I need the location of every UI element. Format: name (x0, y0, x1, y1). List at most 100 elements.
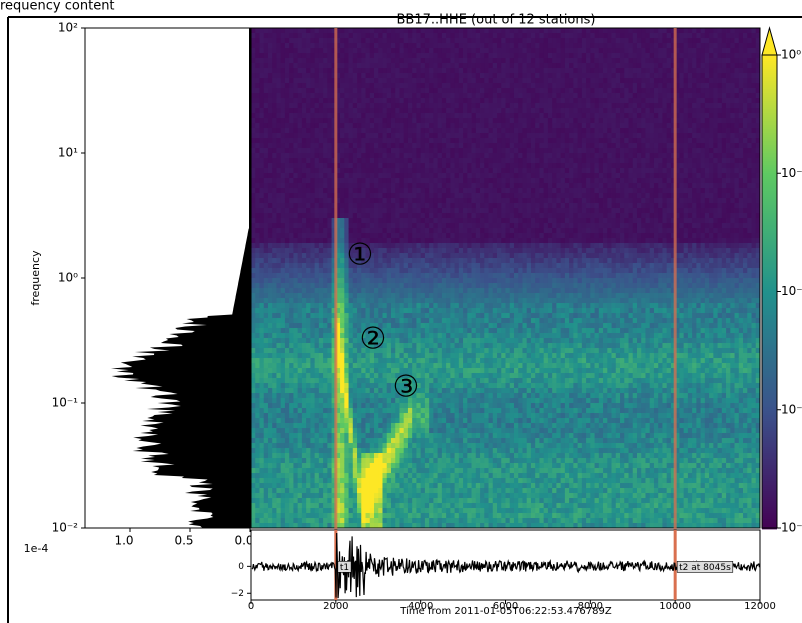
spectrogram-cell (391, 293, 396, 298)
spectrogram-cell (289, 338, 294, 343)
spectrogram-cell (251, 473, 256, 478)
spectrogram-cell (349, 153, 354, 158)
spectrogram-cell (395, 253, 400, 258)
spectrogram-cell (450, 263, 455, 268)
spectrogram-cell (404, 253, 409, 258)
spectrogram-cell (438, 493, 443, 498)
spectrogram-cell (370, 488, 375, 493)
spectrogram-cell (416, 458, 421, 463)
spectrogram-cell (450, 68, 455, 73)
spectrogram-cell (255, 378, 260, 383)
spectrogram-cell (450, 363, 455, 368)
spectrogram-cell (429, 493, 434, 498)
spectrogram-cell (408, 353, 413, 358)
spectrogram-cell (327, 393, 332, 398)
spectrogram-cell (391, 418, 396, 423)
spectrogram-cell (361, 73, 366, 78)
spectrogram-cell (370, 483, 375, 488)
spectrogram-cell (268, 468, 273, 473)
spectrogram-cell (446, 268, 451, 273)
spectrogram-cell (404, 443, 409, 448)
spectrogram-cell (353, 183, 358, 188)
spectrogram-cell (459, 208, 464, 213)
spectrogram-cell (255, 48, 260, 53)
spectrogram-cell (395, 473, 400, 478)
spectrogram-cell (306, 293, 311, 298)
spectrogram-cell (255, 203, 260, 208)
spectrogram-cell (382, 308, 387, 313)
spectrogram-cell (455, 103, 460, 108)
spectrogram-cell (255, 338, 260, 343)
spectrogram-cell (450, 473, 455, 478)
spectrogram-cell (310, 28, 315, 33)
spectrogram-cell (361, 493, 366, 498)
spectrogram-cell (281, 343, 286, 348)
spectrogram-cell (276, 108, 281, 113)
spectrogram-cell (302, 233, 307, 238)
spectrogram-cell (298, 233, 303, 238)
spectrogram-cell (404, 478, 409, 483)
spectrogram-cell (353, 88, 358, 93)
spectrogram-cell (302, 488, 307, 493)
spectrogram-cell (357, 153, 362, 158)
spectrogram-cell (319, 148, 324, 153)
spectrogram-cell (404, 58, 409, 63)
spectrogram-cell (459, 133, 464, 138)
spectrogram-cell (395, 148, 400, 153)
spectrogram-cell (353, 448, 358, 453)
spectrogram-cell (416, 288, 421, 293)
spectrogram-cell (438, 223, 443, 228)
spectrogram-cell (446, 173, 451, 178)
spectrogram-cell (361, 183, 366, 188)
spectrogram-cell (387, 438, 392, 443)
spectrogram-cell (366, 283, 371, 288)
spectrogram-cell (302, 443, 307, 448)
spectrogram-cell (281, 173, 286, 178)
spectrogram-cell (293, 143, 298, 148)
spectrogram-cell (340, 138, 345, 143)
spectrogram-cell (378, 218, 383, 223)
spectrogram-cell (255, 293, 260, 298)
spectrogram-cell (302, 198, 307, 203)
spectrogram-cell (433, 198, 438, 203)
spectrogram-cell (412, 183, 417, 188)
spectrogram-cell (450, 278, 455, 283)
spectrogram-cell (399, 408, 404, 413)
spectrogram-cell (416, 453, 421, 458)
spectrogram-cell (272, 398, 277, 403)
spectrogram-cell (327, 58, 332, 63)
spectrogram-cell (425, 183, 430, 188)
spectrogram-cell (391, 488, 396, 493)
spectrogram-cell (327, 213, 332, 218)
spectrogram-cell (315, 218, 320, 223)
spectrogram-cell (315, 468, 320, 473)
spectrogram-cell (315, 508, 320, 513)
spectrogram-cell (412, 408, 417, 413)
spectrogram-cell (327, 208, 332, 213)
spectrogram-cell (285, 398, 290, 403)
spectrogram-cell (327, 113, 332, 118)
spectrogram-cell (421, 333, 426, 338)
spectrogram-cell (264, 458, 269, 463)
spectrogram-cell (344, 273, 349, 278)
spectrogram-cell (276, 288, 281, 293)
spectrogram-cell (387, 468, 392, 473)
spectrogram-cell (421, 73, 426, 78)
spectrogram-cell (455, 473, 460, 478)
spectrogram-cell (298, 498, 303, 503)
spectrogram-cell (412, 28, 417, 33)
spectrogram-cell (285, 448, 290, 453)
spectrogram-cell (255, 448, 260, 453)
spectrogram-cell (455, 308, 460, 313)
spectrogram-cell (251, 308, 256, 313)
spectrogram-cell (298, 78, 303, 83)
spectrogram-cell (442, 88, 447, 93)
spectrogram-cell (315, 428, 320, 433)
spectrogram-cell (285, 68, 290, 73)
spectrogram-cell (416, 503, 421, 508)
spectrogram-cell (285, 283, 290, 288)
spectrogram-cell (425, 358, 430, 363)
spectrogram-cell (357, 383, 362, 388)
spectrogram-cell (353, 498, 358, 503)
spectrogram-cell (391, 78, 396, 83)
